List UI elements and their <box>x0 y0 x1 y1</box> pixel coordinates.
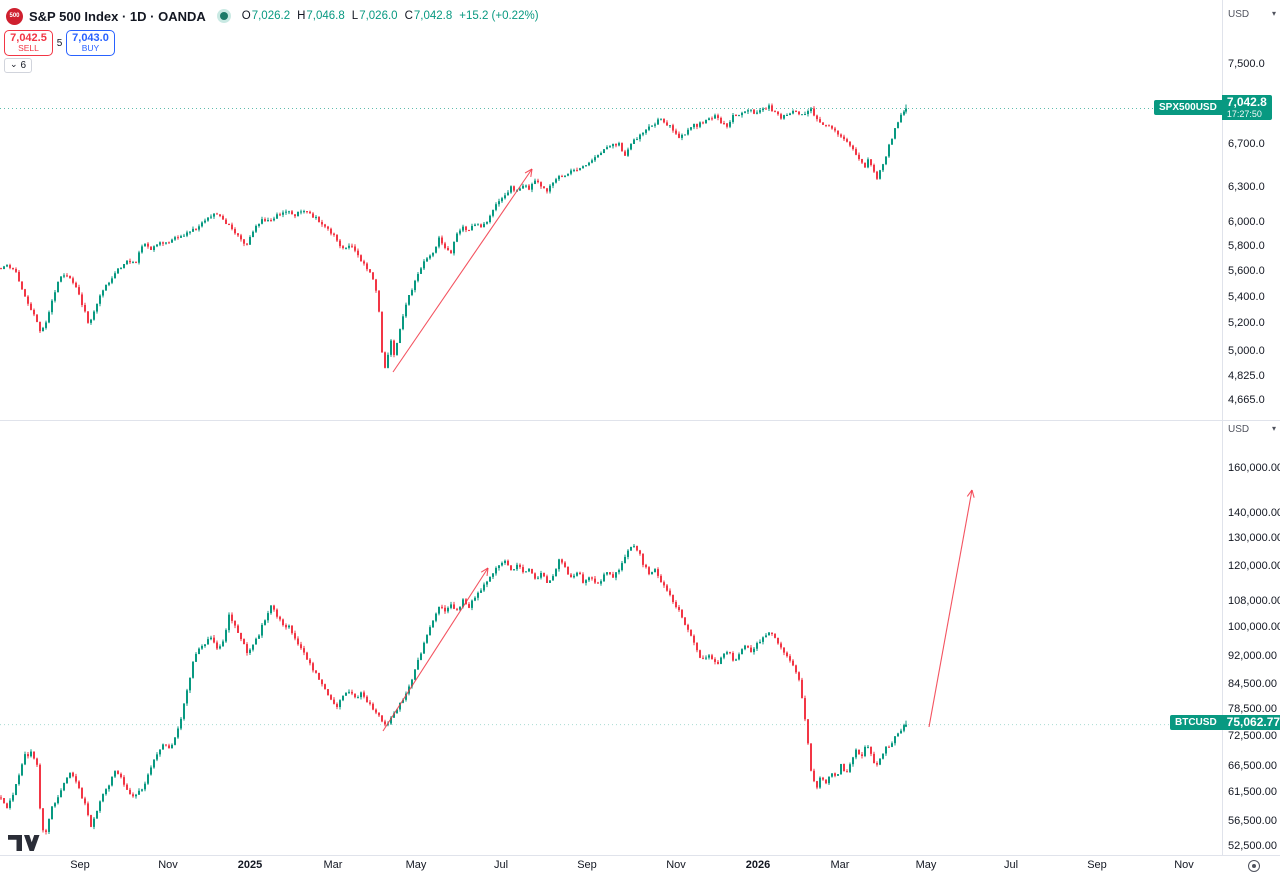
open-value: 7,026.2 <box>251 10 291 22</box>
trade-widget: 7,042.5 SELL 5 7,043.0 BUY <box>4 30 115 56</box>
high-label: H <box>297 10 306 22</box>
legend-collapse-button[interactable]: ⌄ 6 <box>4 58 33 73</box>
trend-arrow[interactable] <box>928 489 975 728</box>
time-tick-label: Sep <box>1087 859 1107 871</box>
price-scale[interactable]: 7,500.07,100.06,700.06,300.06,000.05,800… <box>1222 0 1280 855</box>
ohlc-values: O 7,026.2 H 7,046.8 L 7,026.0 C 7,042.8 +15.… <box>242 10 539 22</box>
symbol-legend[interactable]: 500 S&P 500 Index · 1D · OANDA O 7,026.2 … <box>6 6 539 26</box>
price-tick-label: 5,600.0 <box>1228 264 1265 277</box>
time-tick-label: May <box>915 859 937 871</box>
pane-divider[interactable] <box>0 420 1280 421</box>
chevron-down-icon: ▾ <box>1271 424 1276 433</box>
price-tick-label: 100,000.00 <box>1228 621 1280 634</box>
change-value: +15.2 (+0.22%) <box>459 10 539 22</box>
time-tick-label: Nov <box>666 859 686 871</box>
low-value: 7,026.0 <box>359 10 398 22</box>
symbol-logo-icon: 500 <box>6 7 23 25</box>
spx-countdown: 17:27:50 <box>1226 108 1262 119</box>
low-label: L <box>351 10 359 22</box>
time-tick-label: Jul <box>1003 859 1019 871</box>
time-tick-label: Nov <box>1174 859 1194 871</box>
currency-select-top[interactable]: USD ▾ <box>1228 9 1276 20</box>
time-tick-label: Sep <box>70 859 90 871</box>
currency-select-bottom[interactable]: USD ▾ <box>1228 424 1276 435</box>
chevron-down-icon: ⌄ <box>10 59 18 69</box>
spx-last-price: 7,042.8 <box>1226 94 1267 109</box>
price-tick-label: 130,000.00 <box>1228 532 1280 545</box>
time-tick-label: May <box>405 859 427 871</box>
price-tick-label: 61,500.00 <box>1228 786 1277 799</box>
currency-bottom-value: USD <box>1228 424 1250 435</box>
sell-label: SELL <box>18 43 39 54</box>
time-tick-label: Mar <box>323 859 343 871</box>
close-value: 7,042.8 <box>413 10 453 22</box>
buy-price: 7,043.0 <box>72 31 109 44</box>
spx-symbol-tag: SPX500USD <box>1154 99 1222 115</box>
btc-last-price: 75,062.77 <box>1226 715 1280 730</box>
price-tick-label: 72,500.00 <box>1228 730 1277 743</box>
price-tick-label: 6,300.0 <box>1228 181 1265 194</box>
spread-value: 5 <box>56 37 63 49</box>
price-tick-label: 56,500.00 <box>1228 814 1277 827</box>
price-tick-label: 92,000.00 <box>1228 649 1277 662</box>
time-tick-label: Nov <box>158 859 178 871</box>
price-tick-label: 78,500.00 <box>1228 703 1277 716</box>
tradingview-logo-icon[interactable] <box>8 835 40 857</box>
time-tick-label: Jul <box>493 859 509 871</box>
chart-canvas[interactable] <box>0 0 1222 855</box>
price-tick-label: 5,000.0 <box>1228 344 1265 357</box>
time-tick-label: Sep <box>577 859 597 871</box>
high-value: 7,046.8 <box>306 10 345 22</box>
buy-label: BUY <box>81 43 100 54</box>
btc-symbol-tag: BTCUSD <box>1170 715 1222 731</box>
chevron-down-icon: ▾ <box>1271 9 1276 18</box>
price-tick-label: 66,500.00 <box>1228 759 1277 772</box>
timezone-button[interactable] <box>1248 860 1260 872</box>
btc-price-label: BTCUSD 75,062.77 <box>1170 715 1280 731</box>
price-tick-label: 108,000.00 <box>1228 595 1280 608</box>
time-tick-label: Mar <box>830 859 850 871</box>
price-tick-label: 52,500.00 <box>1228 839 1277 852</box>
close-label: C <box>404 10 413 22</box>
collapsed-count: 6 <box>20 60 27 71</box>
price-tick-label: 4,825.0 <box>1228 370 1265 383</box>
time-tick-label: 2026 <box>745 859 771 871</box>
time-axis-divider <box>0 855 1280 856</box>
timezone-dot-icon <box>1252 864 1256 868</box>
market-status-icon[interactable] <box>219 12 228 20</box>
time-tick-label: 2025 <box>237 859 263 871</box>
price-tick-label: 6,000.0 <box>1228 215 1265 228</box>
price-tick-label: 160,000.00 <box>1228 462 1280 474</box>
price-tick-label: 5,400.0 <box>1228 290 1265 303</box>
currency-top-value: USD <box>1228 9 1250 20</box>
price-scale-divider <box>1222 0 1223 855</box>
price-tick-label: 4,665.0 <box>1228 394 1265 407</box>
price-tick-label: 120,000.00 <box>1228 559 1280 572</box>
price-tick-label: 140,000.00 <box>1228 507 1280 520</box>
trend-arrow[interactable] <box>382 567 489 732</box>
open-label: O <box>241 10 251 22</box>
time-axis[interactable]: Sep Nov 2025 Mar May Jul Sep Nov 2026 Mar May Jul Se… <box>0 856 1280 874</box>
trend-arrow[interactable] <box>392 168 533 373</box>
sell-price: 7,042.5 <box>10 31 47 44</box>
sell-button[interactable]: 7,042.5 SELL <box>4 30 53 56</box>
spx-price-label: SPX500USD 7,042.8 17:27:50 <box>1154 94 1272 120</box>
price-tick-label: 84,500.00 <box>1228 678 1277 691</box>
price-tick-label: 5,800.0 <box>1228 239 1265 252</box>
symbol-title[interactable]: S&P 500 Index · 1D · OANDA <box>29 8 206 24</box>
price-tick-label: 5,200.0 <box>1228 317 1265 330</box>
price-tick-label: 6,700.0 <box>1228 137 1265 150</box>
buy-button[interactable]: 7,043.0 BUY <box>66 30 115 56</box>
price-tick-label: 7,500.0 <box>1228 58 1265 70</box>
